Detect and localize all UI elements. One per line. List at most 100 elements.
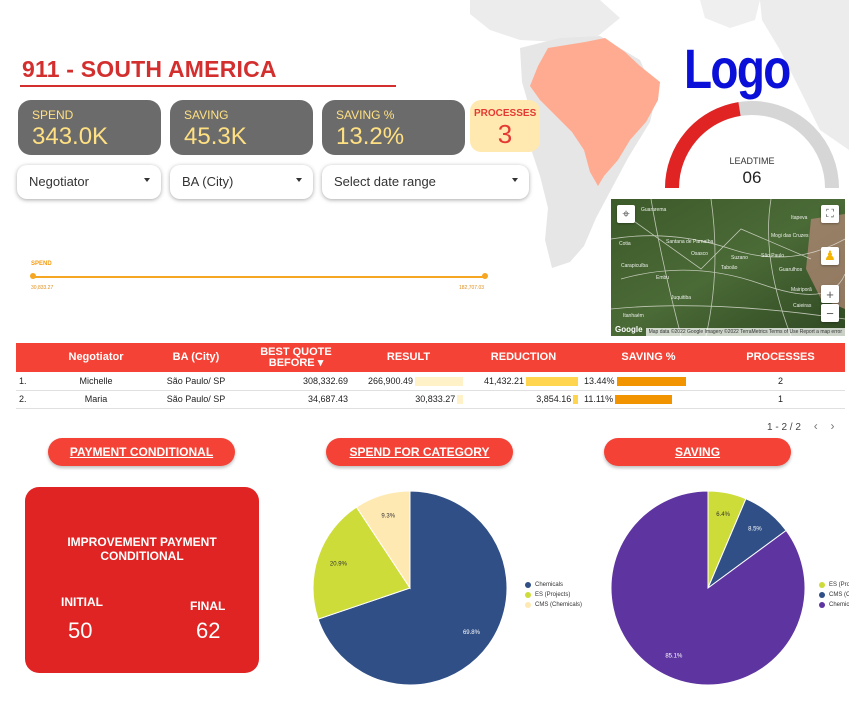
map-place-label: Juquitiba: [671, 295, 691, 301]
header-best-quote-label: BEST QUOTE BEFORE: [260, 345, 332, 369]
gauge-value: 06: [742, 168, 762, 187]
header-saving-pct[interactable]: SAVING %: [581, 343, 716, 372]
saving-button[interactable]: SAVING: [604, 438, 791, 466]
pie-slice-label: 8.5%: [748, 527, 762, 533]
legend-item[interactable]: Chemicals: [525, 580, 582, 590]
legend-swatch: [819, 592, 825, 598]
header-ba-city[interactable]: BA (City): [151, 343, 241, 372]
satellite-map[interactable]: Guararema Itapeva Cotia Santana de Parna…: [611, 199, 845, 336]
cell-negotiator: Michelle: [41, 372, 151, 391]
cell-saving-pct-value: 13.44%: [584, 375, 615, 386]
pie-slice[interactable]: [355, 490, 411, 590]
chevron-down-icon: [144, 178, 150, 182]
saving-bar: [615, 395, 673, 405]
cell-ba-city: São Paulo/ SP: [151, 372, 241, 391]
legend-label: CMS (Chemicals): [535, 602, 583, 608]
table-header-row: Negotiator BA (City) BEST QUOTE BEFORE ▾…: [16, 343, 845, 372]
spend-category-legend: Chemicals ES (Projects) CMS (Chemicals): [525, 580, 582, 610]
pie-slice[interactable]: [317, 490, 508, 686]
legend-item[interactable]: CMS (C: [819, 590, 849, 600]
chevron-down-icon: [512, 178, 518, 182]
kpi-saving-value: 45.3K: [184, 123, 247, 150]
date-range-picker[interactable]: Select date range: [322, 165, 529, 199]
kpi-saving: SAVING 45.3K: [170, 100, 313, 155]
payment-conditional-button[interactable]: PAYMENT CONDITIONAL: [48, 438, 235, 466]
title-underline: [20, 85, 396, 87]
kpi-spend-value: 343.0K: [32, 123, 109, 150]
cell-saving-pct: 13.44%: [581, 372, 716, 391]
pie-slice[interactable]: [610, 490, 806, 686]
cell-negotiator: Maria: [41, 390, 151, 409]
chevron-left-icon[interactable]: ‹: [813, 419, 818, 433]
final-label: FINAL: [190, 599, 226, 613]
kpi-processes-value: 3: [497, 119, 513, 149]
map-place-label: Embu: [656, 275, 669, 281]
map-terrain: [611, 199, 845, 336]
reduction-bar: [573, 395, 578, 405]
row-index: 2.: [16, 390, 41, 409]
spend-slider-min-value: 30,833.27: [31, 285, 54, 291]
spend-slider-label: SPEND: [31, 261, 52, 267]
map-place-label: Taboão: [721, 265, 738, 271]
legend-label: ES (Pro: [829, 582, 849, 588]
satellite-imagery: Guararema Itapeva Cotia Santana de Parna…: [611, 199, 845, 336]
legend-label: CMS (C: [829, 592, 849, 598]
pegman-icon[interactable]: ♟: [821, 247, 839, 265]
saving-legend: ES (Pro CMS (C Chemic: [819, 580, 849, 610]
ba-city-dropdown[interactable]: BA (City): [170, 165, 313, 199]
zoom-in-button[interactable]: +: [821, 285, 839, 303]
header-index: [16, 343, 41, 372]
table-row[interactable]: 2. Maria São Paulo/ SP 34,687.43 30,833.…: [16, 390, 845, 409]
legend-item[interactable]: ES (Pro: [819, 580, 849, 590]
date-range-label: Select date range: [334, 174, 436, 189]
spend-slider-track[interactable]: [33, 276, 485, 278]
fullscreen-icon[interactable]: ⛶: [821, 205, 839, 223]
google-logo: Google: [615, 325, 643, 334]
row-index: 1.: [16, 372, 41, 391]
legend-item[interactable]: CMS (Chemicals): [525, 600, 582, 610]
cell-result: 30,833.27: [351, 390, 466, 409]
header-reduction[interactable]: REDUCTION: [466, 343, 581, 372]
spend-slider-max-handle[interactable]: [482, 273, 488, 279]
sort-desc-icon: ▾: [317, 356, 324, 369]
chevron-right-icon[interactable]: ›: [830, 419, 835, 433]
map-attribution[interactable]: Map data ©2022 Google Imagery ©2022 Terr…: [645, 328, 845, 336]
legend-item[interactable]: Chemic: [819, 600, 849, 610]
legend-label: Chemic: [829, 602, 849, 608]
negotiator-dropdown[interactable]: Negotiator: [17, 165, 161, 199]
map-continent-north-america: [470, 0, 620, 42]
map-location-icon[interactable]: ⌖: [617, 205, 635, 223]
pie-slice[interactable]: [312, 506, 411, 620]
initial-value: 50: [68, 618, 93, 643]
map-place-label: Itapeva: [791, 215, 808, 221]
saving-bar: [616, 376, 686, 386]
map-place-label: Guararema: [641, 207, 667, 213]
legend-label: Chemicals: [535, 582, 564, 588]
header-best-quote[interactable]: BEST QUOTE BEFORE ▾: [241, 343, 351, 372]
cell-reduction-value: 41,432.21: [483, 375, 524, 386]
map-place-label: Osasco: [691, 251, 708, 257]
kpi-spend: SPEND 343.0K: [18, 100, 161, 155]
spend-category-button[interactable]: SPEND FOR CATEGORY: [326, 438, 513, 466]
map-place-label: Mairiporã: [791, 287, 812, 293]
pie-slice-label: 20.9%: [330, 561, 348, 567]
payment-card-title-line2: CONDITIONAL: [100, 549, 184, 563]
cell-saving-pct: 11.11%: [581, 390, 716, 409]
negotiator-table: Negotiator BA (City) BEST QUOTE BEFORE ▾…: [16, 343, 845, 409]
cell-reduction: 41,432.21: [466, 372, 581, 391]
final-value: 62: [196, 618, 221, 643]
spend-slider-min-handle[interactable]: [30, 273, 36, 279]
legend-item[interactable]: ES (Projects): [525, 590, 582, 600]
payment-conditional-card: IMPROVEMENT PAYMENT CONDITIONAL INITIAL …: [25, 487, 259, 673]
header-negotiator[interactable]: Negotiator: [41, 343, 151, 372]
table-row[interactable]: 1. Michelle São Paulo/ SP 308,332.69 266…: [16, 372, 845, 391]
page-title: 911 - SOUTH AMERICA: [22, 56, 277, 82]
spend-category-pie: 69.8% 20.9% 9.3%: [312, 490, 508, 686]
legend-label: ES (Projects): [535, 592, 571, 598]
map-place-label: Mogi das Cruzes: [771, 233, 809, 239]
header-processes[interactable]: PROCESSES: [716, 343, 845, 372]
map-continent-europe: [700, 0, 760, 28]
zoom-out-button[interactable]: −: [821, 304, 839, 322]
gauge-fill: [665, 102, 741, 189]
header-result[interactable]: RESULT: [351, 343, 466, 372]
